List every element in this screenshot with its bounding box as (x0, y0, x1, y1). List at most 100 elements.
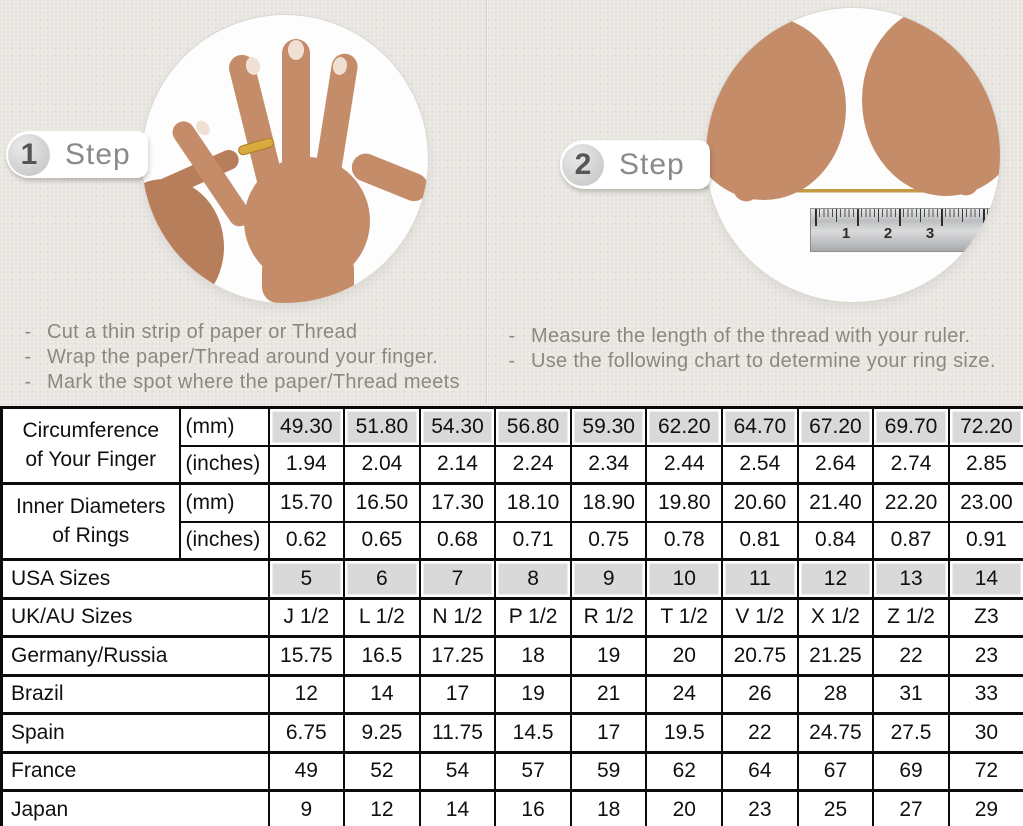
table-group-label: Circumference of Your Finger (0, 406, 181, 485)
table-row: Spain 6.75 9.25 11.75 14.5 17 19.5 22 24.75 27.5 3… (0, 712, 1023, 753)
table-value-cell: 17 (418, 673, 497, 715)
table-value-cell: 23 (721, 789, 799, 826)
table-group-label: Inner Diameters of Rings (0, 482, 181, 561)
table-value-cell: 9 (267, 789, 346, 826)
table-value-cell: 12 (267, 673, 346, 715)
table-value-cell: 17.30 (418, 482, 497, 523)
table-row: France 49 52 54 57 59 62 64 67 69 72 (0, 750, 1023, 792)
table-value-cell: X 1/2 (796, 596, 875, 638)
table-value-cell: 59.30 (569, 406, 648, 447)
table-value-cell: 57 (494, 750, 572, 792)
instruction-item: - Mark the spot where the paper/Thread me… (22, 370, 492, 395)
table-value-cell: 20 (645, 789, 724, 826)
table-value-cell: 0.78 (645, 520, 724, 561)
table-value-cell: 11 (721, 558, 799, 599)
table-row-label: USA Sizes (0, 558, 270, 599)
instruction-text: Cut a thin strip of paper or Thread (47, 321, 358, 343)
bullet-dash: - (24, 321, 32, 343)
table-value-cell: 69.70 (872, 406, 950, 447)
step1-label: Step (65, 137, 131, 171)
table-value-cell: 21.40 (796, 482, 875, 523)
table-value-cell: 18 (494, 635, 572, 676)
table-value-cell: 18 (569, 789, 648, 826)
table-value-cell: 0.62 (267, 520, 346, 561)
table-value-cell: 51.80 (343, 406, 421, 447)
table-value-cell: 0.71 (494, 520, 572, 561)
table-value-cell: 18.90 (569, 482, 648, 523)
table-value-cell: 67 (796, 750, 875, 792)
table-row-label: Spain (0, 712, 270, 753)
table-value-cell: 2.44 (645, 444, 724, 485)
table-value-cell: 64.70 (721, 406, 799, 447)
table-value-cell: 0.84 (796, 520, 875, 561)
ring-size-conversion-table: Circumference of Your Finger (mm) 49.30 51.… (0, 406, 1023, 826)
table-row: Circumference of Your Finger (mm) 49.30 51.… (0, 406, 1023, 485)
table-value-cell: 15.70 (267, 482, 346, 523)
table-unit-cell: (inches) (178, 520, 270, 561)
table-row-label: UK/AU Sizes (0, 596, 270, 638)
table-row-label: Germany/Russia (0, 635, 270, 676)
table-value-cell: P 1/2 (494, 596, 572, 638)
table-value-cell: 19.5 (645, 712, 724, 753)
table-value-cell: 59 (569, 750, 648, 792)
table-value-cell: 0.91 (947, 520, 1023, 561)
table-value-cell: 17.25 (418, 635, 497, 676)
table-value-cell: 0.75 (569, 520, 648, 561)
table-value-cell: 12 (796, 558, 875, 599)
table-value-cell: 62.20 (645, 406, 724, 447)
instruction-text: Mark the spot where the paper/Thread mee… (47, 371, 460, 393)
table-unit-cell: (inches) (178, 444, 270, 485)
table-value-cell: 56.80 (494, 406, 572, 447)
hand-with-ring-illustration (142, 39, 428, 303)
table-value-cell: 20 (645, 635, 724, 676)
ruler-major-ticks (815, 209, 1000, 226)
table-row: (inches) 0.62 0.65 0.68 0.71 0.75 0.78 0.81 0.84… (2, 520, 1023, 561)
instruction-text: Wrap the paper/Thread around your finger… (47, 346, 439, 368)
table-unit-cell: (mm) (178, 482, 270, 523)
table-value-cell: 28 (796, 673, 875, 715)
table-value-cell: 6.75 (267, 712, 346, 753)
table-value-cell: 17 (569, 712, 648, 753)
table-value-cell: 14.5 (494, 712, 572, 753)
ruler-number-1: 1 (841, 225, 851, 242)
instruction-item: - Cut a thin strip of paper or Thread (22, 320, 492, 345)
step2-badge: 2 Step (560, 140, 710, 189)
table-value-cell: 67.20 (796, 406, 875, 447)
ruler-number-2: 2 (883, 225, 893, 242)
table-unit-cell: (mm) (178, 406, 270, 447)
instruction-text: Measure the length of the thread with yo… (531, 325, 971, 347)
table-value-cell: 49.30 (267, 406, 346, 447)
table-value-cell: 0.65 (343, 520, 421, 561)
table-value-cell: 2.14 (418, 444, 497, 485)
table-row-label: Japan (0, 789, 270, 826)
table-value-cell: T 1/2 (645, 596, 724, 638)
table-value-cell: 12 (343, 789, 421, 826)
table-value-cell: 16.50 (343, 482, 421, 523)
table-value-cell: 29 (947, 789, 1023, 826)
table-value-cell: 5 (267, 558, 346, 599)
table-row-label: France (0, 750, 270, 792)
table-value-cell: 27 (872, 789, 950, 826)
bullet-dash: - (508, 325, 516, 347)
step2-instructions: - Measure the length of the thread with y… (506, 324, 1021, 374)
table-value-cell: 26 (721, 673, 799, 715)
step1-badge: 1 Step (6, 131, 148, 178)
gold-ring-icon (238, 137, 275, 156)
table-value-cell: 23.00 (947, 482, 1023, 523)
table-value-cell: 9 (569, 558, 648, 599)
table-value-cell: J 1/2 (267, 596, 346, 638)
table-value-cell: 49 (267, 750, 346, 792)
table-value-cell: 8 (494, 558, 572, 599)
instruction-item: - Use the following chart to determine yo… (506, 349, 1021, 374)
table-value-cell: 52 (343, 750, 421, 792)
table-value-cell: 21.25 (796, 635, 875, 676)
table-value-cell: 15.75 (267, 635, 346, 676)
table-value-cell: 54 (418, 750, 497, 792)
table-value-cell: 20.60 (721, 482, 799, 523)
table-value-cell: 21 (569, 673, 648, 715)
table-value-cell: 2.54 (721, 444, 799, 485)
step1-number-circle: 1 (8, 133, 50, 176)
step1-photo (142, 15, 428, 303)
table-value-cell: 31 (872, 673, 950, 715)
